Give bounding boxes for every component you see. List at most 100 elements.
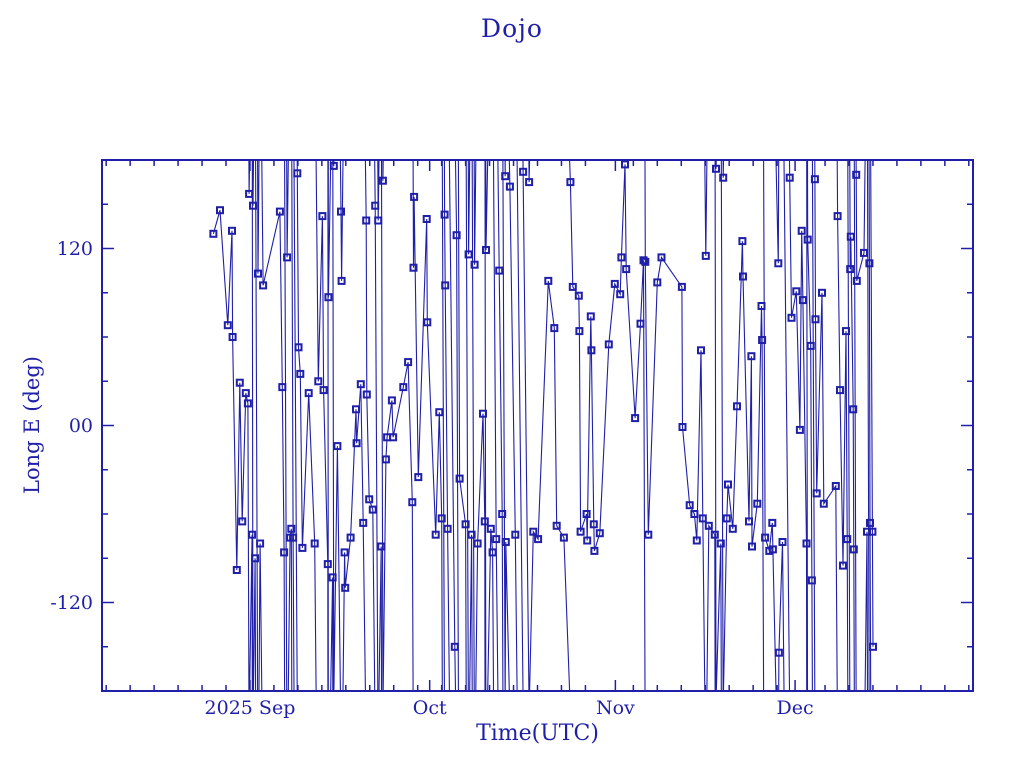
data-point-marker [289, 533, 298, 542]
data-point-marker [352, 405, 360, 414]
data-point-marker [329, 161, 338, 170]
data-point-marker [374, 216, 383, 225]
data-point-marker [488, 548, 497, 557]
data-point-marker [761, 533, 770, 542]
data-point-marker [818, 288, 826, 297]
data-point-marker [849, 545, 858, 554]
data-point-marker [582, 510, 591, 518]
data-point-marker [704, 521, 713, 530]
axis-ticks [102, 160, 973, 691]
data-point-marker [280, 548, 289, 557]
data-point-marker [701, 251, 710, 260]
data-point-marker [440, 210, 449, 219]
x-tick-label-dec: Dec [776, 697, 814, 719]
data-point-marker [747, 352, 756, 361]
data-point-marker [511, 530, 520, 539]
data-point-marker [337, 207, 345, 216]
data-point-marker [505, 182, 514, 191]
data-point-marker [414, 473, 423, 482]
data-point-marker [228, 226, 236, 235]
data-point-marker [235, 378, 244, 387]
data-point-marker [574, 291, 583, 300]
data-point-marker [431, 530, 440, 539]
data-point-marker [774, 648, 783, 657]
data-point-marker [710, 530, 719, 539]
data-point-marker [464, 250, 473, 259]
data-point-marker [589, 520, 598, 529]
data-point-marker [259, 281, 268, 290]
data-point-marker [409, 263, 418, 272]
data-point-marker [298, 543, 307, 552]
data-point-marker [712, 164, 720, 173]
data-point-marker [852, 276, 861, 285]
data-point-marker [223, 321, 232, 330]
data-point-marker [544, 276, 553, 285]
data-point-marker [256, 539, 265, 548]
data-point-marker [842, 327, 850, 336]
data-point-marker [644, 530, 653, 539]
data-point-marker [450, 642, 459, 651]
data-point-marker [604, 340, 613, 349]
data-point-marker [778, 538, 787, 546]
data-point-marker [559, 533, 568, 542]
data-point-marker [697, 346, 705, 355]
data-point-marker [758, 336, 767, 344]
data-point-marker [323, 560, 332, 569]
data-point-marker [698, 514, 707, 523]
data-point-marker [576, 527, 585, 536]
data-series [209, 159, 877, 692]
data-point-marker [566, 178, 575, 187]
data-point-marker [495, 266, 504, 275]
x-axis-label: Time(UTC) [476, 721, 599, 746]
data-point-marker [283, 253, 292, 262]
data-point-marker [378, 176, 387, 185]
data-point-marker [479, 409, 487, 418]
x-tick-label-sep: 2025 Sep [204, 697, 296, 719]
data-point-marker [492, 535, 501, 544]
y-tick-label-minus120: -120 [50, 591, 93, 614]
data-point-marker [377, 542, 386, 551]
data-point-marker [583, 536, 592, 545]
data-point-marker [324, 293, 333, 302]
y-tick-label-00: 00 [68, 414, 93, 437]
data-point-marker [441, 281, 450, 290]
data-point-marker [340, 548, 349, 557]
data-point-marker [525, 178, 534, 187]
data-point-marker [245, 189, 254, 198]
data-point-marker [678, 423, 687, 431]
data-point-marker [657, 253, 666, 262]
data-point-marker [757, 302, 766, 310]
data-point-marker [839, 561, 847, 570]
data-point-marker [653, 278, 662, 287]
data-point-marker [795, 425, 804, 434]
x-tick-label-oct: Oct [412, 697, 447, 719]
data-point-marker [333, 442, 342, 451]
data-point-marker [480, 517, 489, 526]
data-point-marker [328, 573, 337, 582]
data-point-marker [797, 226, 806, 235]
data-point-marker [811, 315, 820, 324]
data-point-marker [387, 396, 396, 405]
data-point-marker [768, 518, 777, 527]
data-point-marker [722, 514, 731, 523]
chart-title: Dojo [481, 14, 543, 43]
data-point-marker [410, 192, 419, 201]
data-point-marker [482, 246, 490, 254]
data-point-marker [498, 510, 507, 518]
data-point-marker [617, 253, 626, 262]
data-point-marker [241, 389, 250, 398]
data-point-marker [362, 216, 371, 225]
data-point-marker [641, 257, 650, 266]
data-point-marker [368, 505, 377, 514]
data-point-marker [846, 232, 855, 241]
data-point-marker [738, 237, 747, 246]
data-point-marker [314, 377, 323, 386]
data-point-marker [810, 175, 819, 184]
data-point-marker [724, 480, 732, 489]
data-point-marker [692, 536, 701, 545]
data-point-marker [389, 433, 398, 442]
data-point-marker [622, 265, 631, 274]
data-point-marker [452, 231, 461, 240]
data-point-marker [866, 518, 874, 527]
